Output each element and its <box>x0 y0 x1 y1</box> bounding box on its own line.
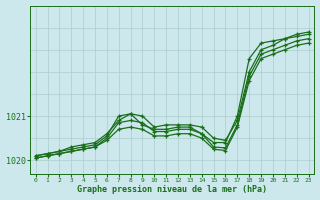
X-axis label: Graphe pression niveau de la mer (hPa): Graphe pression niveau de la mer (hPa) <box>77 185 267 194</box>
